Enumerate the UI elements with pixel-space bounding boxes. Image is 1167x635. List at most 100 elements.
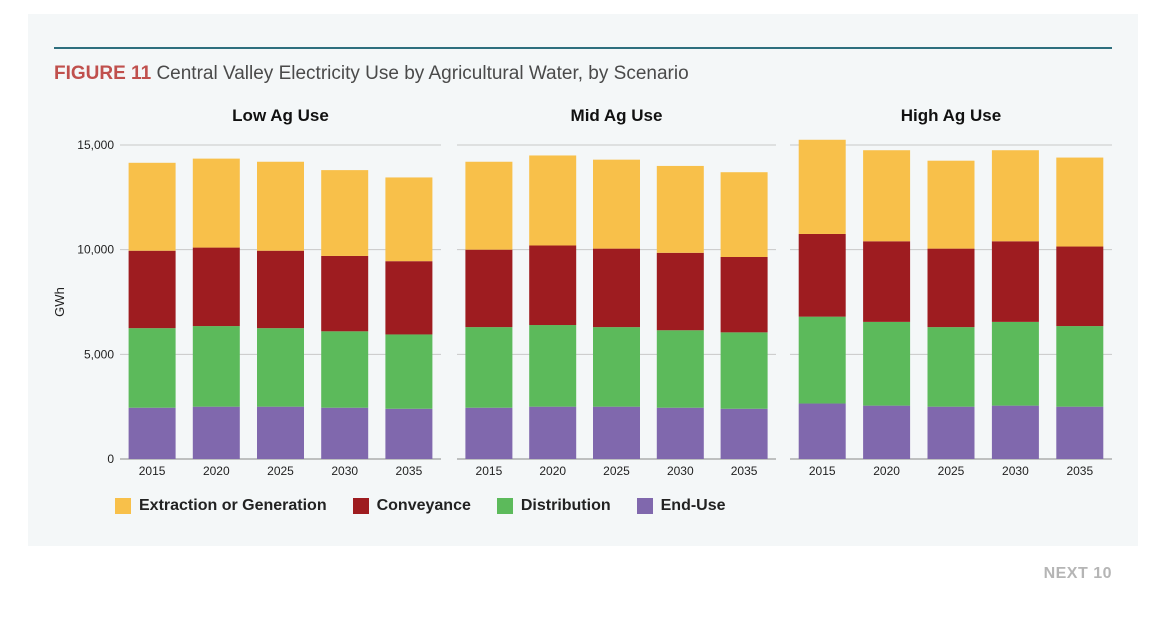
bar-segment bbox=[465, 327, 513, 408]
panel-title: Low Ag Use bbox=[232, 106, 329, 125]
x-tick-label: 2030 bbox=[331, 464, 358, 478]
y-tick-label: 10,000 bbox=[77, 243, 114, 257]
bar-segment bbox=[863, 321, 911, 406]
bar-segment bbox=[1056, 406, 1104, 459]
bar-segment bbox=[385, 261, 433, 335]
bar-segment bbox=[192, 247, 240, 327]
bar-segment bbox=[529, 406, 577, 459]
x-tick-label: 2020 bbox=[873, 464, 900, 478]
bar-segment bbox=[1056, 246, 1104, 327]
bar-segment bbox=[128, 407, 176, 459]
legend-swatch bbox=[115, 498, 131, 514]
bar-segment bbox=[656, 252, 704, 331]
bar-segment bbox=[385, 334, 433, 409]
bar-segment bbox=[321, 407, 369, 459]
bar-segment bbox=[863, 150, 911, 242]
legend-item: Distribution bbox=[496, 497, 611, 515]
bar-segment bbox=[927, 160, 975, 249]
bar-segment bbox=[720, 332, 768, 409]
bar-segment bbox=[991, 321, 1039, 406]
legend-label: End-Use bbox=[660, 497, 726, 514]
y-tick-label: 15,000 bbox=[77, 138, 114, 152]
y-axis-label: GWh bbox=[52, 287, 67, 317]
legend-swatch bbox=[496, 498, 513, 514]
bar-segment bbox=[991, 241, 1039, 322]
legend-item: End-Use bbox=[636, 497, 726, 515]
bar-segment bbox=[257, 161, 304, 251]
bar-segment bbox=[798, 316, 846, 404]
bar-segment bbox=[656, 407, 704, 459]
legend-label: Extraction or Generation bbox=[139, 497, 327, 514]
bar-segment bbox=[192, 158, 240, 248]
bar-segment bbox=[798, 139, 846, 234]
bar-segment bbox=[385, 408, 433, 459]
legend-label: Conveyance bbox=[376, 497, 471, 514]
legend-swatch bbox=[352, 498, 369, 514]
bar-segment bbox=[991, 405, 1039, 459]
bar-segment bbox=[593, 248, 640, 328]
x-tick-label: 2035 bbox=[731, 464, 758, 478]
bar-segment bbox=[927, 248, 975, 328]
bar-segment bbox=[465, 249, 513, 328]
bar-segment bbox=[991, 150, 1039, 242]
bar-segment bbox=[863, 241, 911, 322]
figure-title: FIGURE 11 Central Valley Electricity Use… bbox=[54, 63, 689, 85]
bar-segment bbox=[1056, 157, 1104, 247]
legend-swatch bbox=[636, 498, 653, 514]
stacked-bar-chart: 0 5,000 10,000 15,000 GWh Low Ag Use 2015 2020 2… bbox=[52, 106, 1112, 478]
x-tick-label: 2025 bbox=[267, 464, 294, 478]
bar-segment bbox=[720, 172, 768, 257]
bar-segment bbox=[1056, 326, 1104, 407]
legend-label: Distribution bbox=[520, 497, 611, 514]
bar-segment bbox=[465, 161, 513, 250]
bar-segment bbox=[257, 328, 304, 407]
bar-segment bbox=[656, 330, 704, 408]
bar-segment bbox=[529, 155, 577, 246]
bar-segment bbox=[927, 327, 975, 407]
bar-segment bbox=[321, 170, 369, 256]
figure-label: FIGURE 11 bbox=[54, 63, 152, 84]
panel-title: Mid Ag Use bbox=[571, 106, 663, 125]
bar-segment bbox=[529, 245, 577, 326]
legend-item: Conveyance bbox=[352, 497, 471, 515]
x-tick-label: 2015 bbox=[809, 464, 836, 478]
bar-segment bbox=[257, 250, 304, 329]
x-tick-label: 2020 bbox=[203, 464, 230, 478]
x-tick-label: 2025 bbox=[938, 464, 965, 478]
x-tick-label: 2035 bbox=[1066, 464, 1093, 478]
panel-title: High Ag Use bbox=[901, 106, 1001, 125]
bar-segment bbox=[465, 407, 513, 459]
bar-segment bbox=[927, 406, 975, 459]
x-tick-label: 2015 bbox=[139, 464, 166, 478]
x-tick-label: 2035 bbox=[396, 464, 423, 478]
bar-segment bbox=[720, 408, 768, 459]
title-rule bbox=[54, 47, 1112, 49]
bar-segment bbox=[798, 403, 846, 459]
chart-legend: Extraction or Generation Conveyance Distri… bbox=[115, 497, 752, 515]
x-tick-label: 2030 bbox=[667, 464, 694, 478]
bar-segment bbox=[128, 162, 176, 251]
bar-segment bbox=[863, 405, 911, 459]
bar-segment bbox=[593, 159, 640, 249]
footer-brand: NEXT 10 bbox=[1043, 565, 1112, 582]
bar-segment bbox=[321, 255, 369, 332]
bar-segment bbox=[192, 326, 240, 407]
bar-segment bbox=[321, 331, 369, 408]
x-tick-label: 2015 bbox=[476, 464, 503, 478]
bar-segment bbox=[656, 165, 704, 253]
bar-segment bbox=[529, 325, 577, 407]
x-tick-label: 2025 bbox=[603, 464, 630, 478]
bar-segment bbox=[257, 406, 304, 459]
bar-segment bbox=[192, 406, 240, 459]
bar-segment bbox=[128, 250, 176, 329]
bar-segment bbox=[385, 177, 433, 262]
bar-segment bbox=[593, 406, 640, 459]
figure-title-text: Central Valley Electricity Use by Agricu… bbox=[156, 63, 689, 84]
y-tick-label: 5,000 bbox=[84, 347, 114, 361]
x-tick-label: 2020 bbox=[539, 464, 566, 478]
x-tick-label: 2030 bbox=[1002, 464, 1029, 478]
bar-segment bbox=[720, 256, 768, 333]
bar-segment bbox=[798, 233, 846, 317]
legend-item: Extraction or Generation bbox=[115, 497, 327, 515]
y-tick-label: 0 bbox=[107, 452, 114, 466]
